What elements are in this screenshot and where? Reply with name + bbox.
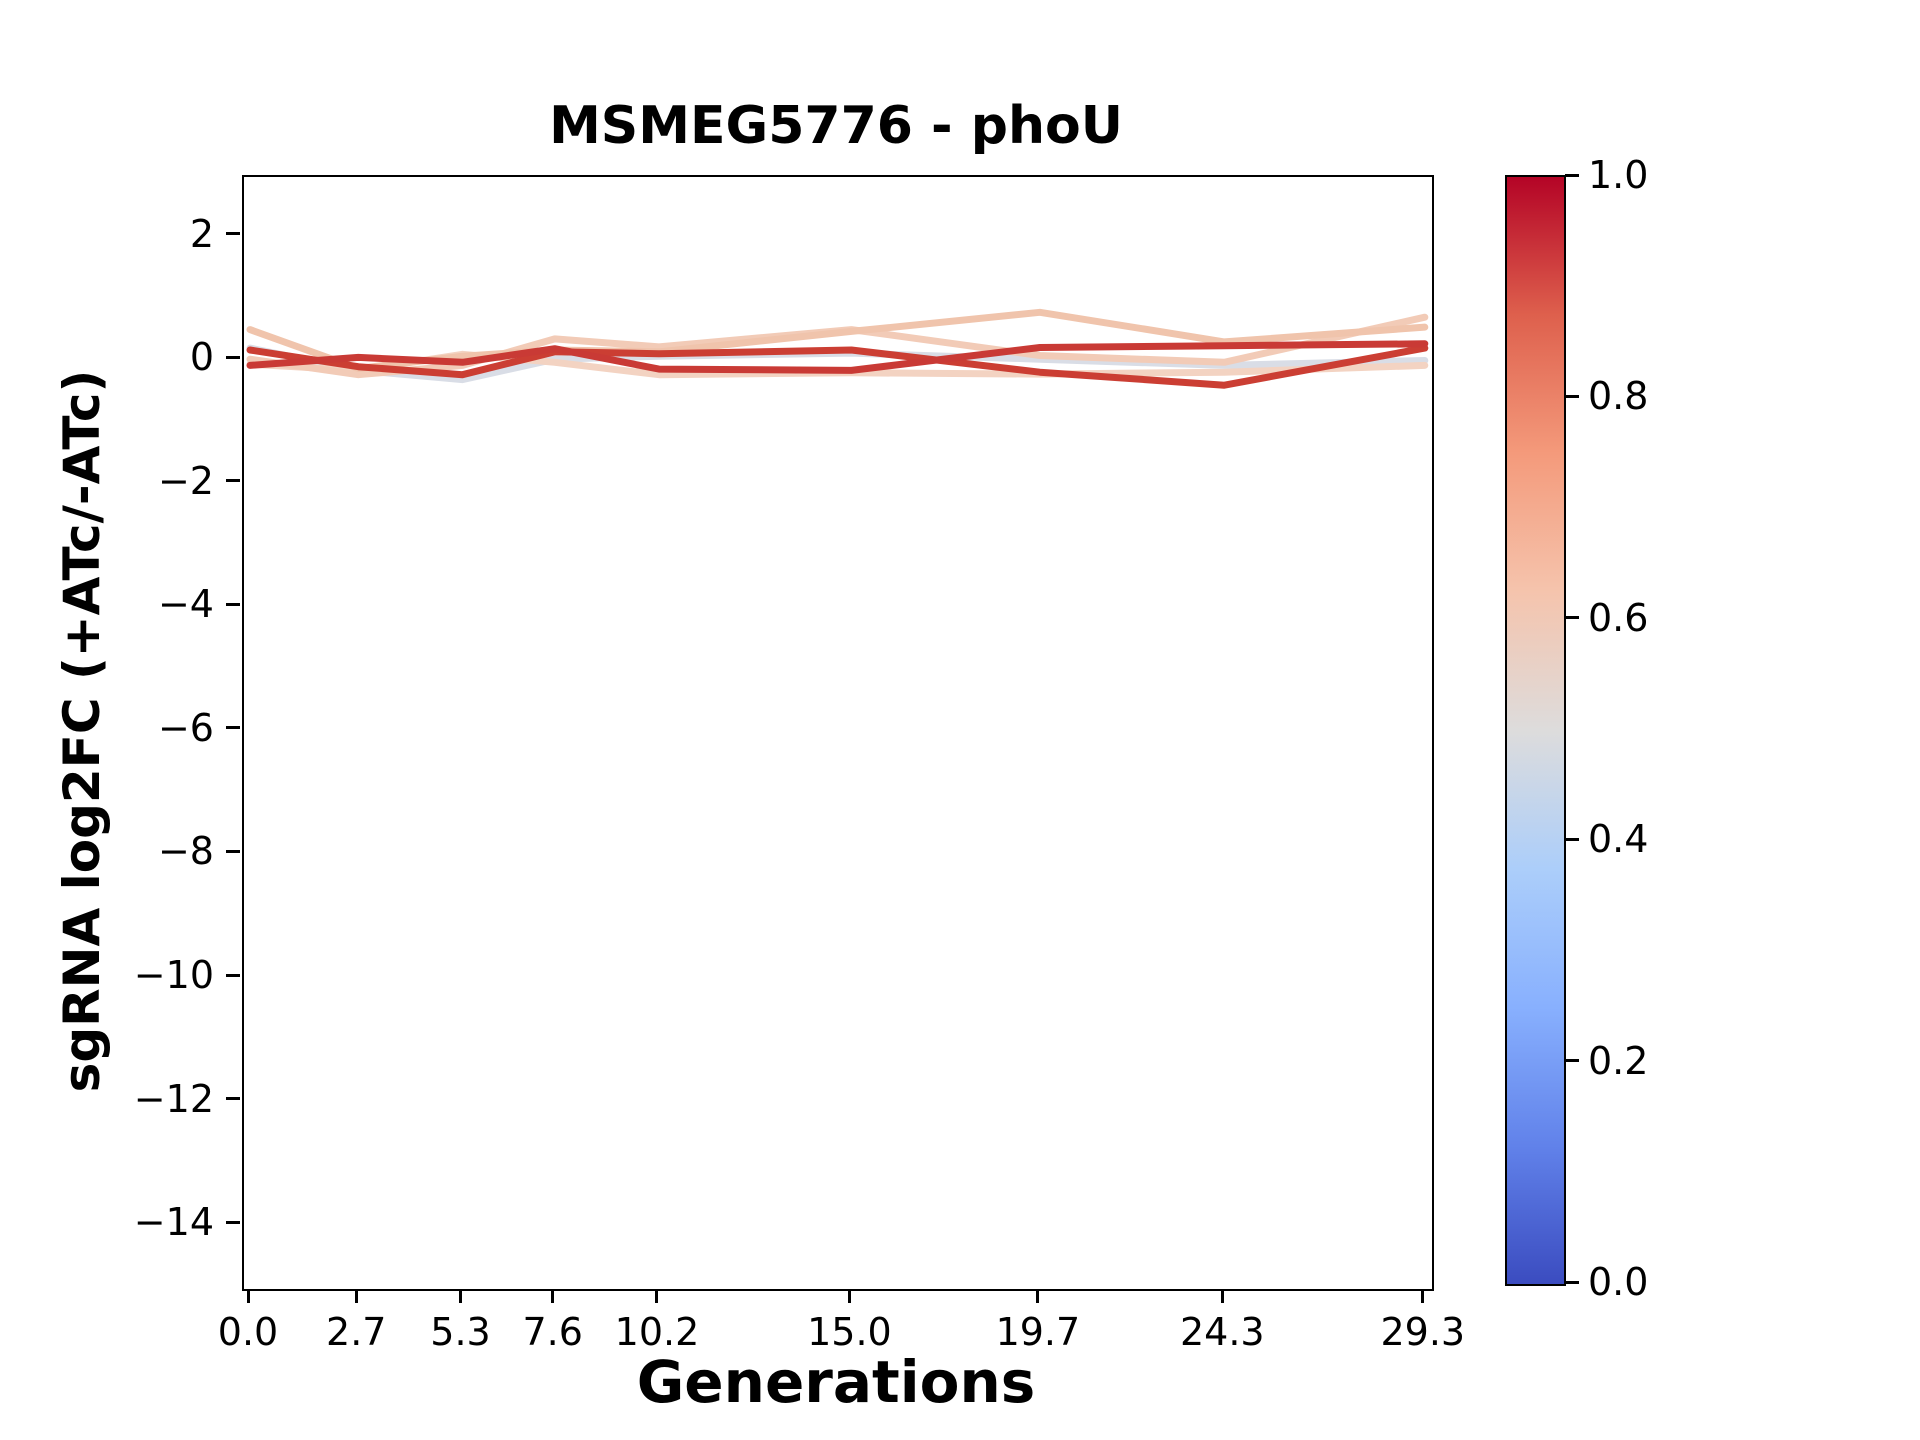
colorbar-tick-label: 0.4 <box>1588 817 1649 862</box>
plot-area <box>242 175 1434 1291</box>
x-tick-mark <box>655 1289 659 1303</box>
y-tick-mark <box>226 1220 240 1224</box>
y-tick-mark <box>226 849 240 853</box>
y-tick-mark <box>226 479 240 483</box>
y-tick-label: −2 <box>157 458 214 503</box>
y-tick-label: −14 <box>133 1200 214 1245</box>
y-tick-label: 0 <box>189 335 214 380</box>
colorbar-tick-label: 0.8 <box>1588 374 1649 419</box>
x-tick-mark <box>1036 1289 1040 1303</box>
x-tick-mark <box>551 1289 555 1303</box>
y-tick-mark <box>226 232 240 236</box>
x-tick-label: 0.0 <box>217 1310 279 1354</box>
y-tick-mark <box>226 602 240 606</box>
y-tick-label: −6 <box>157 705 214 750</box>
y-tick-label: −8 <box>157 829 214 874</box>
colorbar-tick-label: 1.0 <box>1588 153 1649 197</box>
colorbar-tick-label: 0.0 <box>1588 1260 1649 1304</box>
x-tick-label: 19.7 <box>995 1310 1081 1354</box>
x-tick-label: 5.3 <box>430 1310 491 1354</box>
y-tick-mark <box>226 973 240 977</box>
x-tick-label: 10.2 <box>614 1310 700 1354</box>
x-tick-label: 29.3 <box>1380 1310 1466 1354</box>
colorbar-tick-label: 0.2 <box>1588 1038 1649 1083</box>
y-tick-label: 2 <box>189 211 214 256</box>
x-tick-mark <box>459 1289 462 1303</box>
colorbar <box>1505 175 1566 1286</box>
colorbar-tick-mark <box>1565 173 1579 177</box>
y-tick-label: −4 <box>157 582 214 627</box>
x-tick-label: 15.0 <box>807 1310 892 1354</box>
x-tick-label: 24.3 <box>1179 1310 1265 1354</box>
colorbar-tick-mark <box>1565 394 1579 398</box>
sgRNA-trace-5 <box>246 344 1429 389</box>
x-tick-mark <box>847 1289 851 1303</box>
x-tick-mark <box>354 1289 358 1303</box>
line-plot-canvas <box>246 308 1429 389</box>
x-axis-label: Generations <box>636 1348 1036 1416</box>
y-tick-mark <box>226 726 240 730</box>
x-tick-mark <box>1220 1289 1224 1303</box>
colorbar-tick-mark <box>1565 1280 1579 1284</box>
colorbar-tick-mark <box>1565 837 1579 841</box>
y-tick-label: −12 <box>133 1076 214 1121</box>
colorbar-tick-mark <box>1565 616 1579 620</box>
y-tick-label: −10 <box>133 953 214 998</box>
chart-title: MSMEG5776 - phoU <box>549 96 1123 156</box>
colorbar-tick-mark <box>1565 1059 1579 1063</box>
x-tick-label: 2.7 <box>326 1310 387 1354</box>
x-tick-mark <box>246 1289 250 1303</box>
colorbar-tick-label: 0.6 <box>1588 595 1649 640</box>
x-tick-mark <box>1421 1289 1425 1303</box>
sgRNA-trace-6 <box>246 340 1429 374</box>
y-tick-mark <box>226 1097 240 1101</box>
y-tick-mark <box>226 355 240 359</box>
x-tick-label: 7.6 <box>522 1310 583 1354</box>
